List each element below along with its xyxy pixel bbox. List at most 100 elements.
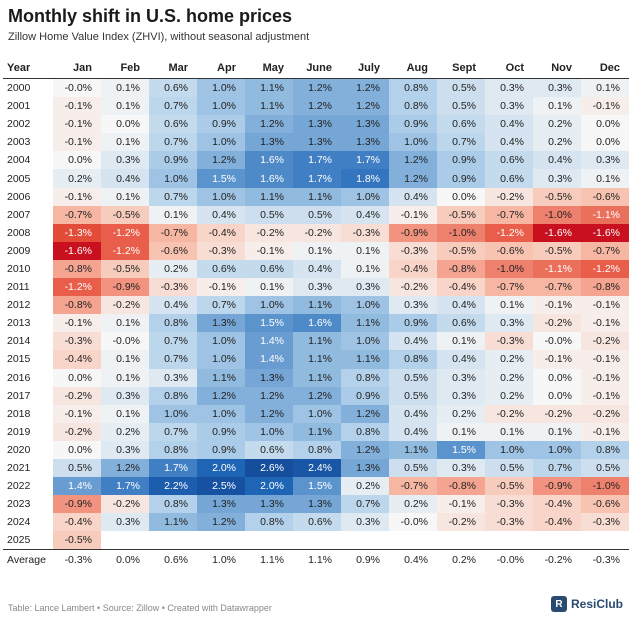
column-header-july: July	[341, 58, 389, 79]
year-row-2020: 2020 0.0% 0.3% 0.8% 0.9% 0.6% 0.8% 1.2% 1.1% 1.5%…	[3, 440, 629, 459]
year-label: 2016	[3, 368, 53, 387]
heat-cell-sept: 0.1%	[437, 332, 485, 351]
heat-cell-sept: -0.2%	[437, 513, 485, 532]
heat-cell-mar: 0.7%	[149, 332, 197, 351]
heat-cell-nov: 0.1%	[533, 97, 581, 116]
heat-cell-jan: -1.3%	[53, 223, 101, 242]
year-label: 2025	[3, 531, 53, 550]
heat-cell-june: 0.6%	[293, 513, 341, 532]
heat-cell-may: 1.2%	[245, 404, 293, 423]
heat-cell-mar: 1.7%	[149, 458, 197, 478]
heat-cell-aug: 1.1%	[389, 440, 437, 459]
heat-cell-jan: -0.2%	[53, 386, 101, 405]
heat-cell-mar: 1.0%	[149, 404, 197, 423]
heat-cell-feb: 1.2%	[101, 458, 149, 478]
heat-cell-aug: -0.3%	[389, 241, 437, 260]
heat-cell-jan: -0.1%	[53, 187, 101, 206]
heat-cell-oct: 0.2%	[485, 386, 533, 405]
year-row-2006: 2006 -0.1% 0.1% 0.7% 1.0% 1.1% 1.1% 1.0% 0.4% 0.0…	[3, 187, 629, 206]
heat-cell-june: 1.1%	[293, 350, 341, 369]
heat-cell-apr: 1.2%	[197, 386, 245, 405]
heat-cell-mar: 0.1%	[149, 205, 197, 224]
heat-cell-aug: 0.4%	[389, 422, 437, 441]
heat-cell-july: 1.2%	[341, 404, 389, 423]
heat-cell-apr: 1.0%	[197, 78, 245, 98]
heat-cell-oct: 0.2%	[485, 368, 533, 387]
heat-cell-dec: -0.3%	[581, 513, 629, 532]
heat-cell-sept: 0.9%	[437, 169, 485, 188]
year-label: 2021	[3, 458, 53, 478]
heat-cell-jan: -0.4%	[53, 513, 101, 532]
heat-cell-nov: 0.0%	[533, 386, 581, 405]
heat-cell-mar: 0.8%	[149, 314, 197, 333]
heat-cell-sept: 1.5%	[437, 440, 485, 459]
year-row-2007: 2007 -0.7% -0.5% 0.1% 0.4% 0.5% 0.5% 0.4% -0.1% -…	[3, 205, 629, 224]
heat-cell-feb: 0.1%	[101, 404, 149, 423]
heat-cell-june: 1.2%	[293, 97, 341, 116]
average-label: Average	[3, 549, 53, 571]
year-label: 2023	[3, 495, 53, 514]
heatmap-table: Year Jan Feb Mar Apr May June July Aug Sept Oct No…	[3, 58, 629, 571]
heat-cell-may: 1.1%	[245, 549, 293, 571]
heat-cell-july: 0.3%	[341, 278, 389, 297]
year-label: 2001	[3, 97, 53, 116]
heat-cell-jan: -0.1%	[53, 133, 101, 152]
heat-cell-july: -0.3%	[341, 223, 389, 242]
heat-cell-dec: 0.1%	[581, 78, 629, 98]
column-header-aug: Aug	[389, 58, 437, 79]
heat-cell-oct: -0.0%	[485, 549, 533, 571]
heat-cell-aug: 0.3%	[389, 296, 437, 315]
heat-cell-dec	[581, 531, 629, 550]
heat-cell-nov: -0.1%	[533, 350, 581, 369]
heat-cell-aug: 0.5%	[389, 458, 437, 478]
heat-cell-apr	[197, 531, 245, 550]
heat-cell-oct: -1.0%	[485, 259, 533, 279]
heat-cell-mar: 0.9%	[149, 151, 197, 170]
heat-cell-june: 1.1%	[293, 549, 341, 571]
heat-cell-july: 1.0%	[341, 187, 389, 206]
heat-cell-may: 1.3%	[245, 133, 293, 152]
heat-cell-apr: 1.2%	[197, 151, 245, 170]
chart-subtitle: Zillow Home Value Index (ZHVI), without …	[8, 31, 310, 43]
heat-cell-apr: 1.5%	[197, 169, 245, 188]
heat-cell-sept: -0.5%	[437, 241, 485, 260]
heat-cell-july: 1.3%	[341, 115, 389, 134]
heat-cell-jan: -0.0%	[53, 78, 101, 98]
heat-cell-june: 1.3%	[293, 133, 341, 152]
heat-cell-sept: 0.6%	[437, 314, 485, 333]
heat-cell-oct: 0.2%	[485, 350, 533, 369]
heat-cell-mar: 0.6%	[149, 549, 197, 571]
column-header-feb: Feb	[101, 58, 149, 79]
column-header-year: Year	[3, 58, 53, 79]
heat-cell-feb: 0.1%	[101, 314, 149, 333]
year-label: 2013	[3, 314, 53, 333]
heat-cell-dec: 0.3%	[581, 151, 629, 170]
heat-cell-oct: -1.2%	[485, 223, 533, 242]
heat-cell-dec: -0.1%	[581, 368, 629, 387]
heat-cell-nov: -0.4%	[533, 495, 581, 514]
heat-cell-dec: 0.1%	[581, 169, 629, 188]
year-row-2005: 2005 0.2% 0.4% 1.0% 1.5% 1.6% 1.7% 1.8% 1.2% 0.9%…	[3, 169, 629, 188]
heat-cell-apr: -0.1%	[197, 278, 245, 297]
heat-cell-aug: 1.0%	[389, 133, 437, 152]
heat-cell-apr: 2.0%	[197, 458, 245, 478]
heat-cell-july: 0.2%	[341, 477, 389, 496]
heat-cell-apr: 0.6%	[197, 259, 245, 279]
heat-cell-apr: 1.2%	[197, 513, 245, 532]
heat-cell-may: 1.4%	[245, 332, 293, 351]
heat-cell-june: 1.0%	[293, 404, 341, 423]
heat-cell-feb: -1.2%	[101, 223, 149, 242]
heat-cell-apr: 0.9%	[197, 115, 245, 134]
year-row-2016: 2016 0.0% 0.1% 0.3% 1.1% 1.3% 1.1% 0.8% 0.5% 0.3%…	[3, 368, 629, 387]
year-label: 2007	[3, 205, 53, 224]
heat-cell-june: 1.5%	[293, 477, 341, 496]
heat-cell-feb: 0.1%	[101, 187, 149, 206]
year-label: 2022	[3, 477, 53, 496]
heat-cell-nov: 0.4%	[533, 151, 581, 170]
heat-cell-mar: 2.2%	[149, 477, 197, 496]
year-row-2012: 2012 -0.8% -0.2% 0.4% 0.7% 1.0% 1.1% 1.0% 0.3% 0.…	[3, 296, 629, 315]
heat-cell-oct: 0.5%	[485, 458, 533, 478]
heat-cell-feb: 0.3%	[101, 151, 149, 170]
heat-cell-apr: 0.4%	[197, 205, 245, 224]
heat-cell-aug: 0.9%	[389, 314, 437, 333]
